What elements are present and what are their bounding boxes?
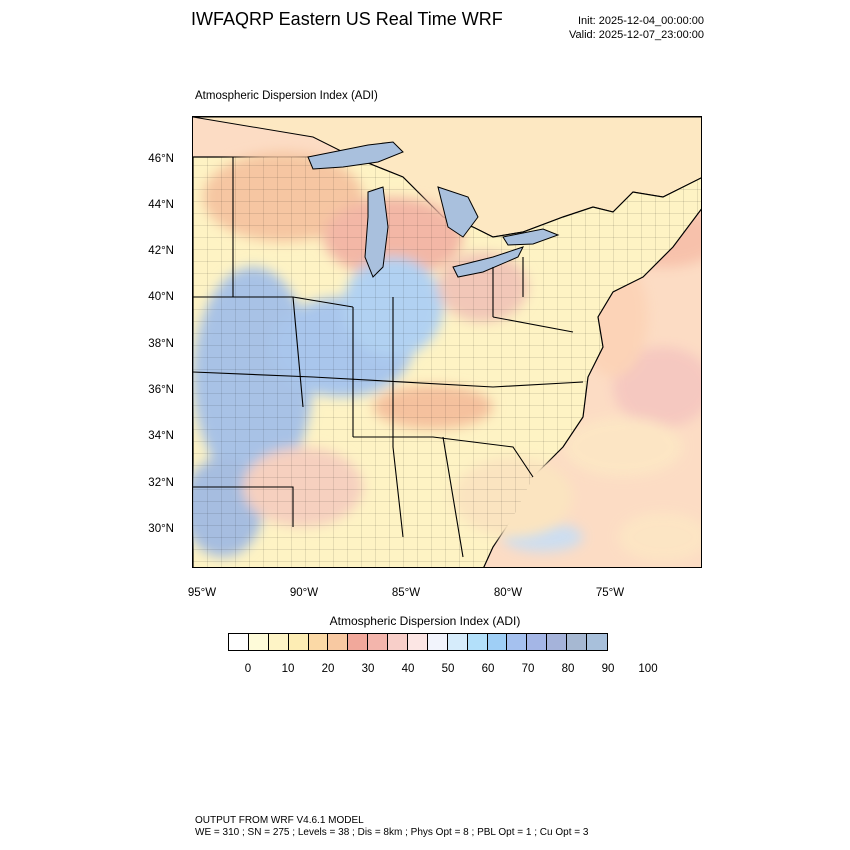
colorbar-swatch	[567, 634, 588, 650]
colorbar-swatch	[527, 634, 548, 650]
lat-label: 40°N	[148, 291, 174, 303]
lat-label: 38°N	[148, 338, 174, 350]
colorbar-swatch	[248, 634, 269, 650]
map-subtitle: Atmospheric Dispersion Index (ADI)	[195, 90, 378, 102]
colorbar	[228, 633, 608, 651]
adi-map	[193, 117, 701, 567]
colorbar-tick-label: 80	[561, 663, 575, 675]
init-time: Init: 2025-12-04_00:00:00	[578, 15, 704, 27]
lon-label: 80°W	[493, 587, 523, 599]
lat-label: 36°N	[148, 384, 174, 396]
lake-michigan	[364, 186, 389, 278]
colorbar-tick-label: 100	[638, 663, 658, 675]
colorbar-tick-label: 70	[521, 663, 535, 675]
colorbar-swatch	[308, 634, 329, 650]
colorbar-swatch	[328, 634, 349, 650]
colorbar-swatch	[547, 634, 568, 650]
colorbar-tick-label: 90	[601, 663, 615, 675]
run-time-info: Init: 2025-12-04_00:00:00 Valid: 2025-12…	[569, 14, 704, 42]
lon-label: 85°W	[391, 587, 421, 599]
lat-label: 42°N	[148, 245, 174, 257]
colorbar-tick-label: 50	[441, 663, 455, 675]
colorbar-swatch	[408, 634, 428, 650]
model-config: WE = 310 ; SN = 275 ; Levels = 38 ; Dis …	[195, 827, 589, 838]
lake-superior	[307, 141, 404, 170]
colorbar-swatch	[268, 634, 289, 650]
model-info-footer: OUTPUT FROM WRF V4.6.1 MODEL WE = 310 ; …	[195, 815, 588, 839]
colorbar-swatch	[368, 634, 389, 650]
map-panel	[192, 116, 702, 568]
colorbar-tick-label: 40	[401, 663, 415, 675]
valid-time: Valid: 2025-12-07_23:00:00	[569, 29, 704, 41]
lon-label: 75°W	[595, 587, 625, 599]
lat-label: 30°N	[148, 523, 174, 535]
colorbar-swatch	[487, 634, 508, 650]
lon-label: 90°W	[289, 587, 319, 599]
colorbar-swatch	[348, 634, 369, 650]
lat-label: 46°N	[148, 153, 174, 165]
colorbar-swatch	[467, 634, 488, 650]
map-title: IWFAQRP Eastern US Real Time WRF	[191, 9, 503, 29]
lat-label: 34°N	[148, 430, 174, 442]
lat-label: 44°N	[148, 199, 174, 211]
colorbar-tick-label: 30	[361, 663, 375, 675]
colorbar-swatch	[388, 634, 409, 650]
lake-ontario	[502, 228, 560, 246]
colorbar-tick-label: 0	[244, 663, 252, 675]
colorbar-tick-label: 10	[281, 663, 295, 675]
colorbar-tick-label: 20	[321, 663, 335, 675]
colorbar-swatch	[507, 634, 528, 650]
lat-label: 32°N	[148, 477, 174, 489]
colorbar-title: Atmospheric Dispersion Index (ADI)	[329, 614, 521, 628]
colorbar-swatch	[447, 634, 468, 650]
colorbar-swatch	[288, 634, 309, 650]
colorbar-swatch	[587, 634, 607, 650]
lake-huron	[437, 186, 479, 238]
colorbar-swatch	[229, 634, 249, 650]
colorbar-swatch	[427, 634, 448, 650]
lon-label: 95°W	[187, 587, 217, 599]
county-lines	[193, 157, 701, 567]
lake-erie	[452, 246, 524, 278]
state-borders	[193, 157, 584, 558]
colorbar-tick-label: 60	[481, 663, 495, 675]
model-version: OUTPUT FROM WRF V4.6.1 MODEL	[195, 815, 364, 826]
